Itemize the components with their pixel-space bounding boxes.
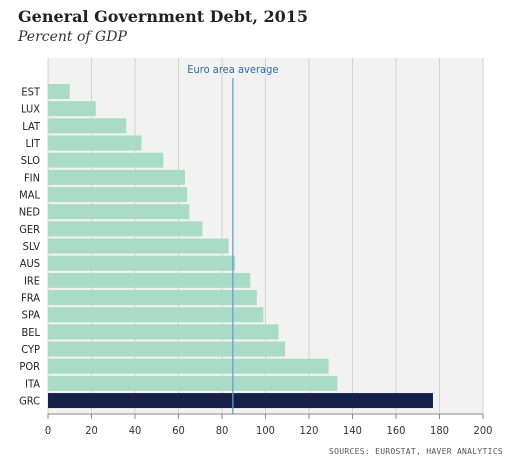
bar-lux — [48, 101, 96, 117]
bar-fin — [48, 169, 186, 185]
bar-spa — [48, 307, 264, 323]
bar-bel — [48, 324, 279, 340]
bar-est — [48, 84, 70, 99]
category-label-bel: BEL — [21, 326, 40, 339]
category-label-aus: AUS — [20, 257, 40, 270]
bar-ger — [48, 221, 203, 237]
category-label-fin: FIN — [24, 171, 40, 184]
x-tick-label-180: 180 — [430, 424, 449, 437]
x-tick-label-20: 20 — [85, 424, 98, 437]
x-tick-label-160: 160 — [387, 424, 406, 437]
bar-fra — [48, 290, 257, 306]
chart-subtitle: Percent of GDP — [18, 29, 127, 45]
category-label-ger: GER — [19, 223, 40, 236]
category-label-mal: MAL — [19, 189, 40, 202]
source-note: SOURCES: EUROSTAT, HAVER ANALYTICS — [329, 447, 503, 456]
x-tick-label-100: 100 — [256, 424, 275, 437]
category-label-slo: SLO — [21, 154, 40, 167]
bar-ita — [48, 375, 338, 391]
bar-cyp — [48, 341, 286, 357]
bar-por — [48, 358, 329, 374]
category-label-spa: SPA — [22, 309, 41, 322]
category-label-est: EST — [21, 86, 41, 99]
category-label-lux: LUX — [21, 103, 40, 116]
category-label-ned: NED — [19, 206, 41, 219]
category-label-cyp: CYP — [21, 343, 40, 356]
bar-mal — [48, 187, 188, 203]
bar-slv — [48, 238, 229, 254]
category-label-lit: LIT — [26, 137, 41, 150]
category-label-fra: FRA — [21, 292, 40, 305]
category-label-grc: GRC — [19, 395, 40, 408]
bar-grc — [48, 393, 433, 409]
chart-title: General Government Debt, 2015 — [18, 7, 308, 26]
x-tick-label-0: 0 — [45, 424, 51, 437]
x-tick-label-80: 80 — [216, 424, 229, 437]
euro-average-label: Euro area average — [187, 63, 278, 76]
x-tick-label-60: 60 — [172, 424, 185, 437]
bar-lit — [48, 135, 142, 151]
bar-slo — [48, 152, 164, 168]
bar-ned — [48, 204, 190, 220]
category-label-lat: LAT — [22, 120, 41, 133]
category-label-por: POR — [19, 360, 40, 373]
x-tick-label-140: 140 — [343, 424, 362, 437]
bar-aus — [48, 255, 236, 271]
x-tick-label-200: 200 — [474, 424, 493, 437]
x-tick-label-120: 120 — [300, 424, 319, 437]
x-tick-label-40: 40 — [129, 424, 142, 437]
bar-lat — [48, 118, 127, 134]
category-label-ire: IRE — [24, 274, 40, 287]
category-label-slv: SLV — [23, 240, 41, 253]
bar-ire — [48, 272, 251, 288]
category-label-ita: ITA — [25, 377, 40, 390]
